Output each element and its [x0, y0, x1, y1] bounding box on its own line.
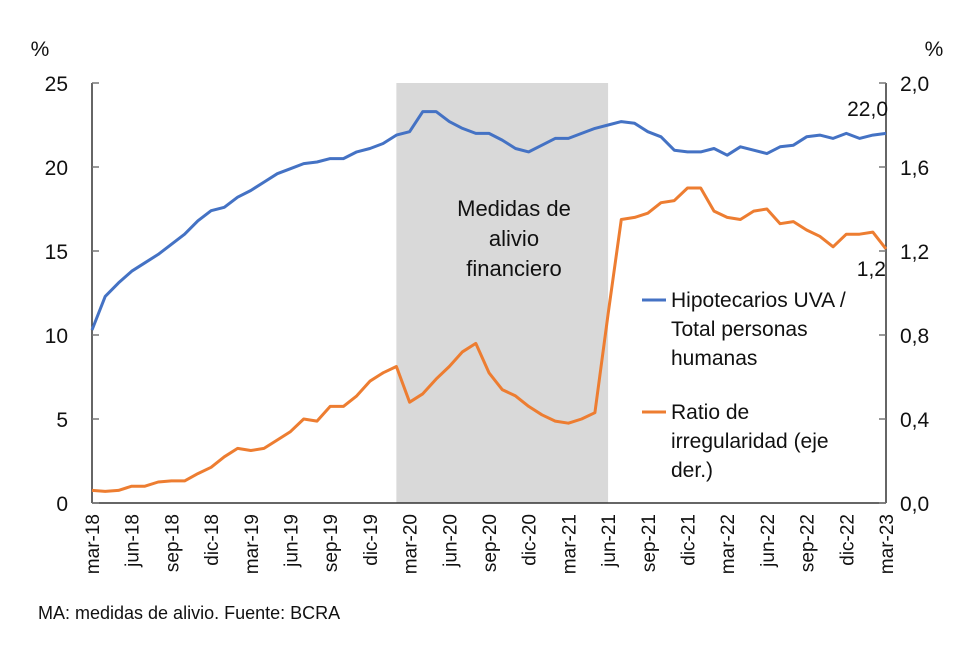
x-tick-label: jun-21 [599, 514, 620, 568]
x-tick-label: dic-22 [837, 514, 858, 566]
x-tick-label: dic-20 [520, 514, 541, 566]
x-tick-label: sep-20 [480, 514, 501, 572]
x-tick-label: mar-22 [718, 514, 739, 574]
x-tick-label: mar-21 [559, 514, 580, 574]
right-axis-unit: % [925, 38, 944, 61]
legend-label: Total personas [671, 318, 808, 341]
left-tick-label: 0 [56, 493, 68, 516]
footnote: MA: medidas de alivio. Fuente: BCRA [38, 603, 340, 623]
annotation-line: financiero [466, 256, 561, 281]
left-tick-label: 20 [45, 157, 68, 180]
shaded-region [396, 83, 608, 503]
end-label-ratio: 1,2 [857, 258, 886, 281]
left-tick-label: 15 [45, 241, 68, 264]
x-tick-label: sep-22 [798, 514, 819, 572]
x-tick-label: jun-22 [758, 514, 779, 568]
annotation-line: Medidas de [457, 196, 571, 221]
left-axis-unit: % [31, 38, 50, 61]
x-tick-label: mar-20 [401, 514, 422, 574]
x-tick-label: jun-20 [440, 514, 461, 568]
legend: Hipotecarios UVA / Total personas humana… [642, 289, 846, 482]
left-tick-label: 5 [56, 409, 68, 432]
legend-label: irregularidad (eje [671, 430, 829, 453]
left-tick-label: 10 [45, 325, 68, 348]
end-label-hipotecarios: 22,0 [847, 98, 888, 121]
x-tick-label: mar-18 [83, 514, 104, 574]
right-tick-label: 0,4 [900, 409, 930, 432]
x-tick-label: sep-21 [639, 514, 660, 572]
right-tick-label: 1,2 [900, 241, 929, 264]
x-tick-label: dic-18 [202, 514, 223, 566]
x-tick-label: jun-18 [123, 514, 144, 568]
x-tick-label: dic-21 [679, 514, 700, 566]
right-tick-label: 2,0 [900, 73, 929, 96]
left-tick-label: 25 [45, 73, 68, 96]
annotation-line: alivio [489, 226, 539, 251]
x-tick-label: sep-18 [162, 514, 183, 572]
legend-label: Hipotecarios UVA / [671, 289, 846, 312]
right-tick-label: 1,6 [900, 157, 929, 180]
right-tick-label: 0,8 [900, 325, 929, 348]
legend-label: humanas [671, 347, 757, 370]
x-tick-label: dic-19 [361, 514, 382, 566]
shaded-region-layer [396, 83, 608, 503]
x-tick-label: jun-19 [282, 514, 303, 568]
legend-label: Ratio de [671, 401, 749, 424]
right-tick-label: 0,0 [900, 493, 929, 516]
x-tick-label: mar-19 [242, 514, 263, 574]
legend-label: der.) [671, 459, 713, 482]
x-tick-label: sep-19 [321, 514, 342, 572]
x-tick-label: mar-23 [877, 514, 898, 574]
